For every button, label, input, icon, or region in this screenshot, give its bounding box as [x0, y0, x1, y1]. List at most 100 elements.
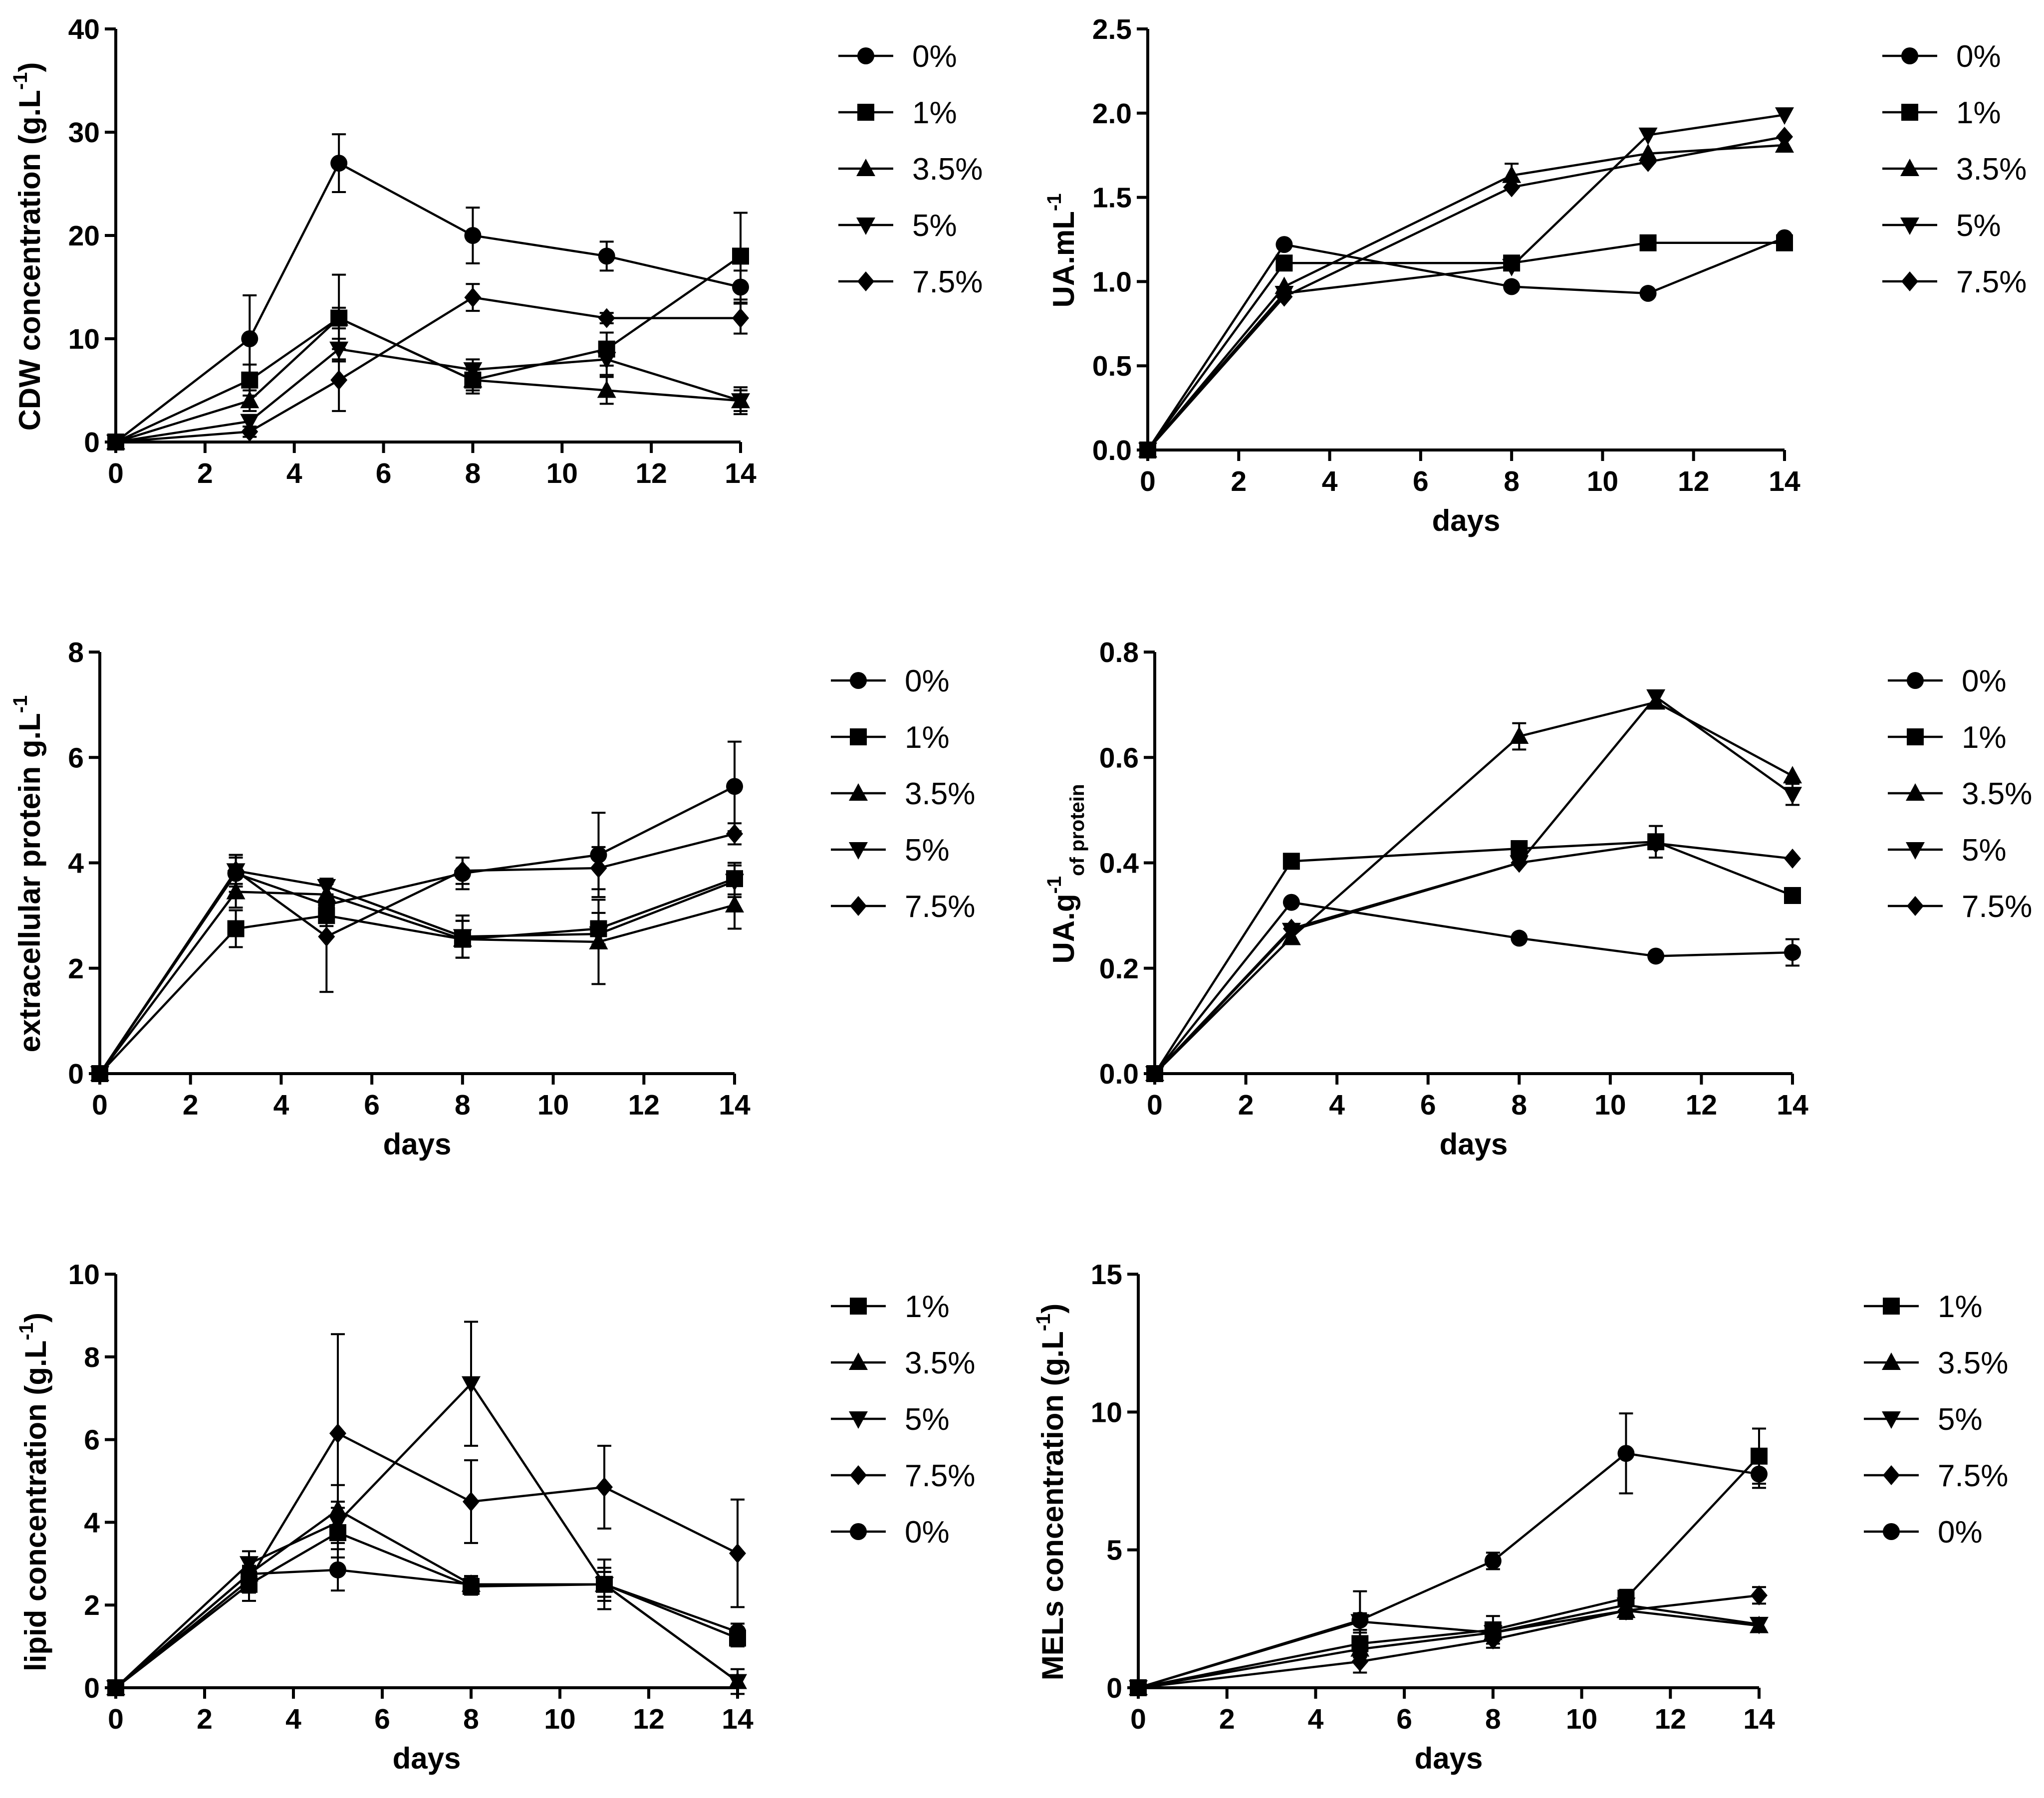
x-tick-label: 4: [1322, 465, 1338, 497]
legend-item: 1%: [838, 96, 957, 130]
legend-marker: [850, 1298, 867, 1315]
data-point: [596, 1575, 613, 1593]
series-line: [1147, 241, 1785, 451]
legend-label: 0%: [1956, 39, 2001, 74]
x-tick-label: 10: [546, 457, 578, 489]
legend-marker: [1883, 1298, 1900, 1315]
chart-panel-5: 0 2 4 6 8 10 12 14 0 2 4 6 8 10 days lipid concentratio…: [15, 1259, 975, 1775]
x-tick-label: 14: [722, 1703, 754, 1735]
legend-item: 5%: [1882, 209, 2001, 243]
chart-panel-4: 0 2 4 6 8 10 12 14 0.0 0.2 0.4 0.6 0.8 days UA.g-1of p…: [1043, 637, 2032, 1161]
series-triangle-up: [106, 1484, 747, 1695]
legend-marker: [1901, 104, 1918, 121]
legend-marker: [857, 47, 874, 64]
x-tick-label: 14: [719, 1089, 751, 1121]
data-point: [589, 926, 608, 944]
y-tick-label: 0.0: [1092, 435, 1132, 466]
data-point: [1502, 165, 1522, 183]
y-tick-label: 1.0: [1092, 266, 1132, 298]
data-point: [1751, 1585, 1768, 1605]
series-line: [1147, 113, 1785, 451]
legend-item: 7.5%: [1882, 265, 2027, 299]
legend-item: 1%: [1888, 720, 2007, 755]
x-tick-label: 12: [1678, 465, 1709, 497]
y-tick-label: 0.5: [1092, 350, 1132, 382]
data-point: [597, 380, 616, 398]
data-point: [732, 308, 749, 328]
legend-item: 1%: [1864, 1290, 1983, 1324]
data-point: [1647, 833, 1665, 854]
x-tick-label: 14: [1769, 465, 1800, 497]
x-tick-label: 4: [273, 1089, 289, 1121]
data-point: [729, 1623, 746, 1641]
data-point: [330, 370, 348, 390]
legend-label: 7.5%: [1956, 265, 2027, 299]
x-tick-label: 4: [285, 1703, 301, 1735]
data-point: [241, 330, 258, 347]
data-point: [1784, 944, 1801, 961]
y-tick-label: 20: [68, 220, 100, 252]
x-tick-label: 2: [197, 1703, 213, 1735]
series-line: [1154, 901, 1793, 1075]
chart-panel-2: 0 2 4 6 8 10 12 14 0.0 0.5 1.0 1.5 2.0 2.5 days UA.mL-1…: [1043, 13, 2027, 537]
data-point: [726, 824, 743, 844]
y-tick-label: 0: [1106, 1672, 1122, 1704]
x-tick-label: 6: [1413, 465, 1429, 497]
legend-label: 5%: [905, 1402, 950, 1437]
legend-label: 3.5%: [905, 777, 975, 811]
data-point: [1146, 1064, 1163, 1084]
x-axis-title: days: [383, 1127, 452, 1161]
series-circle: [1130, 1412, 1768, 1696]
data-point: [1276, 236, 1293, 253]
x-tick-label: 8: [1485, 1703, 1501, 1735]
legend-item: 0%: [838, 39, 957, 74]
data-point: [1784, 887, 1801, 904]
series-triangle-down: [1145, 689, 1802, 1084]
data-point: [1511, 853, 1528, 873]
series-triangle-up: [1138, 135, 1794, 457]
y-axis-title: lipid concentration (g.L-1): [15, 1313, 52, 1671]
x-tick-label: 0: [1130, 1703, 1146, 1735]
legend-label: 1%: [1938, 1290, 1983, 1324]
y-tick-label: 2.5: [1092, 13, 1132, 45]
x-axis-title: days: [393, 1742, 461, 1775]
series-triangle-up: [1145, 692, 1802, 1081]
series-square: [91, 862, 743, 1082]
y-tick-label: 0: [84, 1672, 100, 1704]
y-tick-label: 4: [84, 1507, 100, 1539]
legend-item: 0%: [1882, 39, 2001, 74]
y-tick-label: 5: [1106, 1535, 1122, 1567]
legend-marker: [857, 104, 874, 121]
data-point: [241, 422, 258, 442]
x-tick-label: 12: [628, 1089, 660, 1121]
series-circle: [1146, 894, 1801, 1082]
series-line: [115, 296, 741, 444]
legend-item: 5%: [1888, 833, 2007, 868]
legend-label: 0%: [905, 664, 950, 698]
data-point: [598, 247, 615, 265]
x-tick-label: 2: [183, 1089, 199, 1121]
x-tick-label: 12: [1655, 1703, 1686, 1735]
data-point: [227, 861, 245, 881]
legend-label: 3.5%: [912, 152, 983, 187]
series-line: [1138, 1452, 1760, 1689]
data-point: [462, 1376, 481, 1394]
data-point: [1511, 929, 1528, 947]
y-tick-label: 2: [84, 1589, 100, 1621]
chart-panel-1: 0 2 4 6 8 10 12 14 0 10 20 30 40 CDW concentration (g…: [9, 13, 983, 489]
x-tick-label: 14: [725, 457, 757, 489]
x-tick-label: 10: [544, 1703, 575, 1735]
data-point: [464, 287, 482, 308]
legend-label: 7.5%: [1938, 1459, 2008, 1493]
data-point: [731, 393, 750, 411]
series-square: [1130, 1427, 1768, 1696]
y-axis-title: UA.g-1of protein: [1043, 784, 1088, 964]
legend-marker: [1906, 842, 1925, 860]
legend-marker: [850, 896, 867, 916]
x-tick-label: 6: [364, 1089, 380, 1121]
y-tick-label: 0.8: [1099, 637, 1139, 669]
x-tick-label: 10: [1594, 1089, 1626, 1121]
legend-label: 0%: [905, 1515, 950, 1550]
legend-marker: [849, 842, 868, 860]
data-point: [1139, 440, 1156, 460]
